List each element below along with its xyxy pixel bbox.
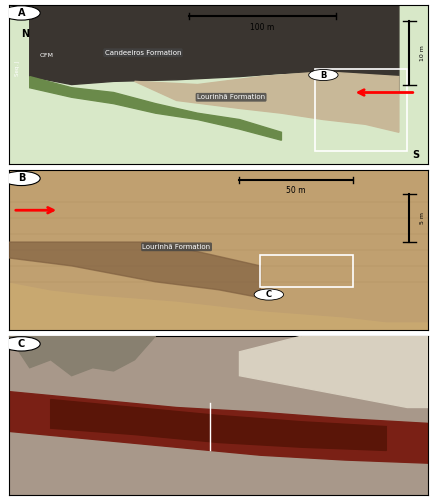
Polygon shape bbox=[9, 170, 428, 322]
Polygon shape bbox=[9, 242, 260, 298]
Polygon shape bbox=[9, 336, 156, 376]
Text: 50 m: 50 m bbox=[286, 186, 306, 196]
Bar bbox=[315, 68, 407, 152]
Circle shape bbox=[3, 336, 40, 351]
Circle shape bbox=[254, 289, 284, 300]
Text: Seq. J: Seq. J bbox=[14, 61, 20, 76]
Circle shape bbox=[3, 6, 40, 20]
Text: S: S bbox=[412, 150, 419, 160]
Circle shape bbox=[3, 172, 40, 185]
Polygon shape bbox=[51, 400, 386, 450]
Text: 100 m: 100 m bbox=[250, 22, 275, 32]
Polygon shape bbox=[30, 76, 281, 140]
Text: B: B bbox=[17, 174, 25, 184]
Bar bbox=[260, 255, 353, 286]
Text: 5 m: 5 m bbox=[420, 212, 425, 224]
Text: Lourinhã Formation: Lourinhã Formation bbox=[197, 94, 265, 100]
Polygon shape bbox=[239, 336, 428, 407]
Polygon shape bbox=[135, 72, 399, 132]
Text: N: N bbox=[21, 28, 30, 38]
Text: B: B bbox=[320, 70, 326, 80]
Text: A: A bbox=[17, 8, 25, 18]
Text: Candeeiros Formation: Candeeiros Formation bbox=[105, 50, 181, 56]
Polygon shape bbox=[9, 392, 428, 463]
Polygon shape bbox=[30, 5, 399, 92]
Circle shape bbox=[309, 70, 338, 80]
Text: Lourinhã Formation: Lourinhã Formation bbox=[142, 244, 211, 250]
Text: 10 m: 10 m bbox=[420, 45, 425, 60]
Text: C: C bbox=[266, 290, 272, 299]
Text: OFM: OFM bbox=[39, 54, 53, 59]
Text: C: C bbox=[18, 339, 25, 349]
